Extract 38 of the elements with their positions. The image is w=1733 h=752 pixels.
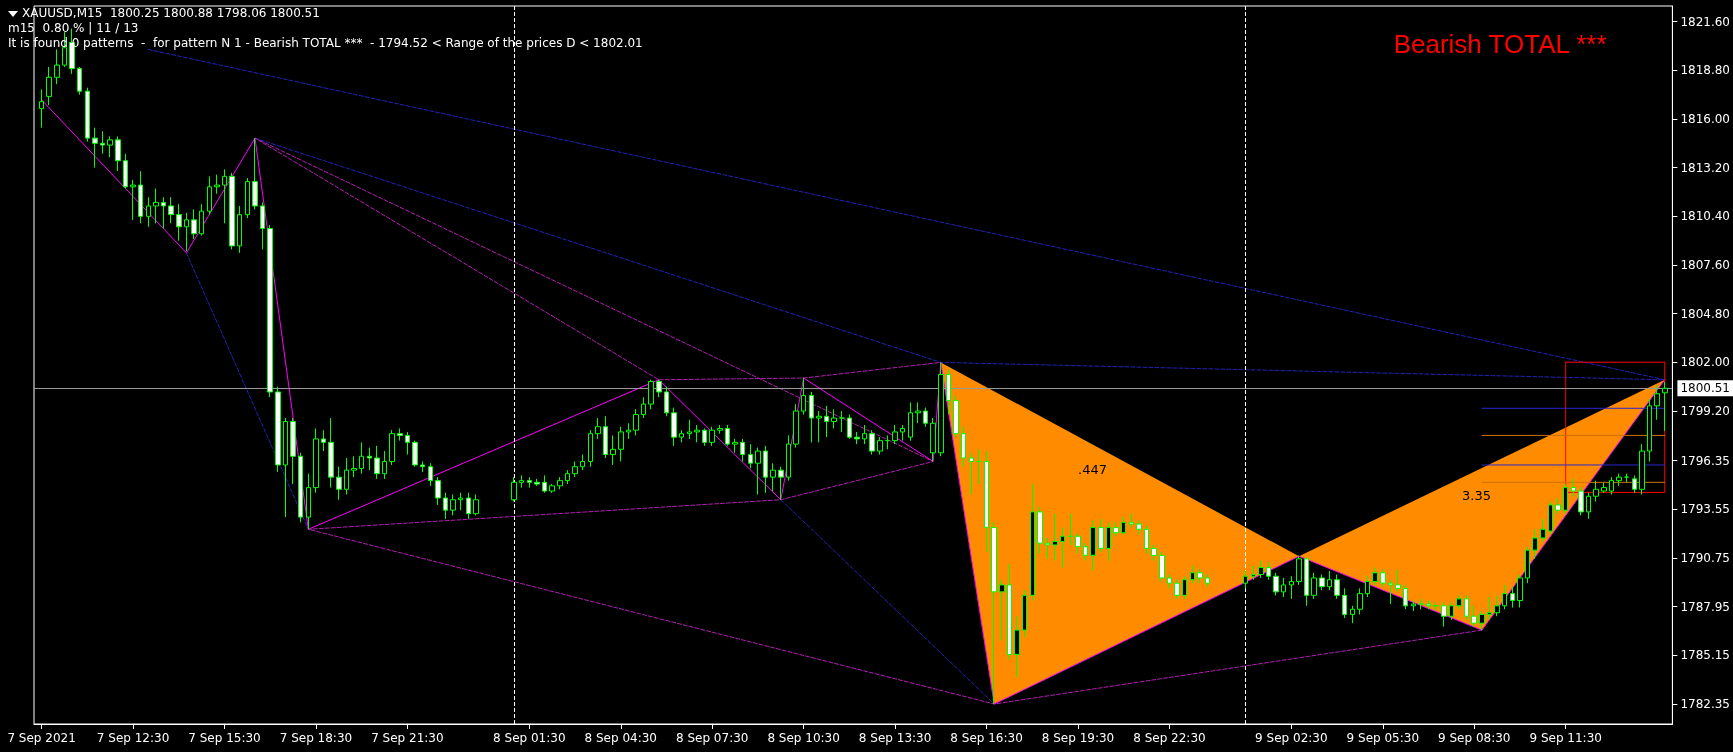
y-tick-label: 1787.95 xyxy=(1680,599,1730,614)
y-tick-label: 1802.00 xyxy=(1680,355,1730,370)
annotation: XAUUSD,M15 1800.25 1800.88 1798.06 1800.51 xyxy=(22,6,320,21)
x-tick-label: 8 Sep 19:30 xyxy=(1041,731,1115,745)
x-tick-label: 7 Sep 12:30 xyxy=(96,731,170,745)
x-tick-label: 9 Sep 11:30 xyxy=(1529,731,1602,745)
y-tick-label: 1821.60 xyxy=(1680,14,1730,29)
y-tick-label: 1796.35 xyxy=(1680,453,1730,468)
x-tick-label: 9 Sep 05:30 xyxy=(1346,731,1420,745)
x-tick-label: 9 Sep 08:30 xyxy=(1438,731,1511,745)
y-tick-label: 1807.60 xyxy=(1680,258,1730,273)
y-tick-label: 1799.20 xyxy=(1680,404,1730,419)
ref-line-label: 1800.51 xyxy=(1680,381,1730,396)
y-tick-label: 1816.00 xyxy=(1680,112,1730,126)
text: Bearish TOTAL *** xyxy=(1393,29,1607,59)
x-tick-label: 7 Sep 2021 xyxy=(7,731,76,745)
y-tick-label: 1810.40 xyxy=(1680,209,1730,224)
y-tick-label: 1813.20 xyxy=(1680,160,1730,175)
x-tick-label: 7 Sep 15:30 xyxy=(188,731,261,745)
x-tick-label: 7 Sep 21:30 xyxy=(371,731,444,745)
annotation: 3.35 xyxy=(1462,488,1491,503)
x-tick-label: 8 Sep 10:30 xyxy=(767,731,840,745)
x-tick-label: 9 Sep 02:30 xyxy=(1255,731,1328,745)
y-tick-label: 1782.35 xyxy=(1680,697,1730,712)
x-tick-label: 8 Sep 04:30 xyxy=(584,731,657,745)
y-tick-label: 1793.55 xyxy=(1680,502,1730,517)
x-tick-label: 8 Sep 07:30 xyxy=(675,731,749,745)
y-tick-label: 1804.80 xyxy=(1680,306,1730,321)
x-tick-label: 8 Sep 13:30 xyxy=(858,731,932,745)
y-tick-label: 1790.75 xyxy=(1680,550,1730,565)
annotation: m15 0.80 % | 11 / 13 xyxy=(8,21,139,36)
x-tick-label: 8 Sep 22:30 xyxy=(1133,731,1206,745)
y-tick-label: 1785.15 xyxy=(1680,648,1730,663)
x-tick-label: 8 Sep 16:30 xyxy=(950,731,1023,745)
annotation: .447 xyxy=(1078,462,1107,477)
x-tick-label: 8 Sep 01:30 xyxy=(493,731,566,745)
x-tick-label: 7 Sep 18:30 xyxy=(279,731,353,745)
y-tick-label: 1818.80 xyxy=(1680,63,1730,78)
